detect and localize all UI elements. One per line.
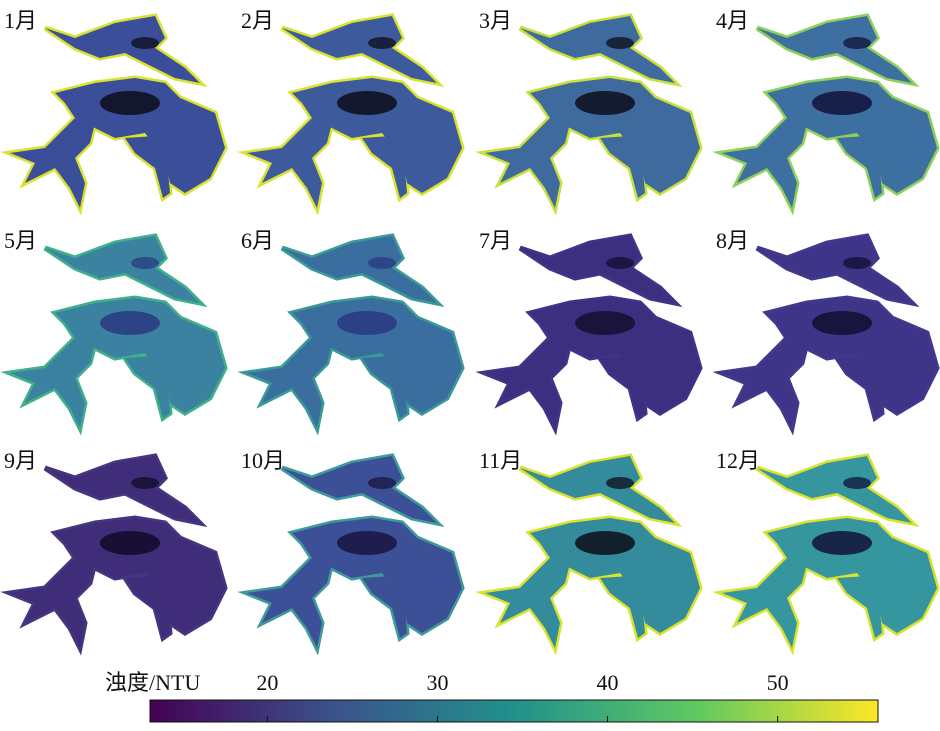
lake-core (131, 477, 159, 489)
map-panel (10, 16, 225, 208)
lake-core (812, 531, 872, 555)
tick-label: 20 (256, 670, 278, 695)
map-panel (247, 16, 462, 208)
panel-label: 5月 (4, 228, 37, 253)
lake-core (337, 91, 397, 115)
map-panel (722, 16, 937, 208)
map-panel (722, 236, 937, 428)
map-panel (485, 16, 700, 208)
map-panel (485, 236, 700, 428)
lake-core (337, 311, 397, 335)
lake-core (606, 477, 634, 489)
lake-core (843, 257, 871, 269)
panel-label: 2月 (241, 8, 274, 33)
lake-core (368, 257, 396, 269)
map-panel (247, 456, 462, 648)
colorbar: 浊度/NTU 20 30 40 50 (105, 670, 879, 723)
map-panel (485, 456, 700, 648)
panel-label: 1月 (4, 8, 37, 33)
panels: 1月 2月 3月 4月 5月 6月 7月 8月 9月 10月 11月 12月 (4, 8, 937, 648)
lake-core (843, 477, 871, 489)
panel-label: 6月 (241, 228, 274, 253)
lake-core (131, 257, 159, 269)
lake-core (575, 91, 635, 115)
lake-core (606, 257, 634, 269)
map-panel (722, 456, 937, 648)
map-panel (10, 456, 225, 648)
lake-core (843, 37, 871, 49)
map-panel (10, 236, 225, 428)
tick-label: 50 (767, 670, 789, 695)
panel-label: 11月 (479, 448, 522, 473)
colorbar-label: 浊度/NTU (105, 670, 200, 695)
lake-core (100, 531, 160, 555)
colorbar-scale (149, 699, 879, 723)
lake-core (812, 311, 872, 335)
panel-label: 12月 (716, 448, 760, 473)
lake-core (131, 37, 159, 49)
panel-label: 9月 (4, 448, 37, 473)
panel-label: 4月 (716, 8, 749, 33)
map-panel (247, 236, 462, 428)
lake-core (575, 531, 635, 555)
lake-core (100, 311, 160, 335)
lake-core (337, 531, 397, 555)
panel-label: 7月 (479, 228, 512, 253)
lake-core (812, 91, 872, 115)
lake-core (606, 37, 634, 49)
lake-core (368, 37, 396, 49)
panel-label: 8月 (716, 228, 749, 253)
panel-label: 3月 (479, 8, 512, 33)
lake-core (575, 311, 635, 335)
panel-label: 10月 (241, 448, 285, 473)
tick-label: 40 (597, 670, 619, 695)
lake-core (368, 477, 396, 489)
tick-label: 30 (426, 670, 448, 695)
lake-core (100, 91, 160, 115)
